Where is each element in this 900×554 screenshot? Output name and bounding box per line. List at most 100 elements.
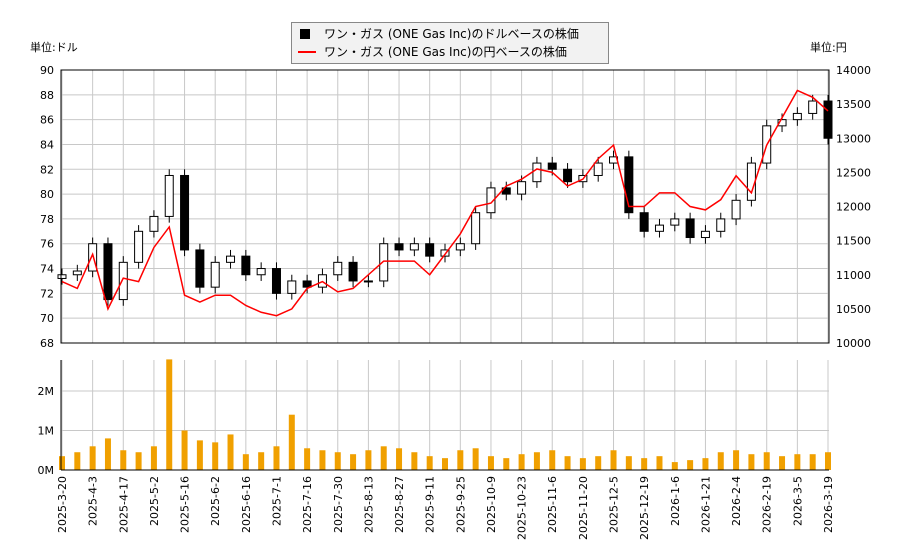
candle-body (363, 280, 373, 283)
candle-body (486, 187, 496, 214)
volume-bar (334, 452, 341, 470)
volume-bar (135, 452, 142, 470)
volume-bar (120, 450, 127, 470)
volume-bar (610, 450, 617, 470)
volume-bar (426, 456, 433, 470)
legend-item-jpy: ワン・ガス (ONE Gas Inc)の円ベースの株価 (298, 43, 567, 61)
volume-bar (518, 454, 525, 470)
candle-body (685, 218, 695, 239)
candle-body (348, 261, 358, 282)
left-y-tick-label: 78 (40, 213, 54, 226)
volume-bar (671, 462, 678, 470)
candle-body (593, 162, 603, 176)
candle-body (180, 174, 190, 251)
right-y-tick-label: 10000 (836, 337, 871, 350)
x-tick-label: 2025-3-20 (56, 476, 69, 533)
candle-body (808, 100, 818, 114)
volume-bar (365, 450, 372, 470)
volume-tick-label: 1M (38, 425, 55, 438)
volume-bar (503, 458, 510, 470)
candle-body (379, 243, 389, 282)
x-tick-label: 2025-6-16 (240, 476, 253, 533)
candle-body (302, 280, 312, 288)
candle-body (455, 243, 465, 251)
candle-body (149, 215, 159, 232)
x-tick-label: 2025-9-11 (424, 476, 437, 533)
volume-tick-label: 0M (38, 464, 55, 477)
volume-bar (733, 450, 740, 470)
volume-bar (687, 460, 694, 470)
right-unit-label: 単位:円 (810, 41, 847, 54)
volume-bar (579, 458, 586, 470)
candle-body (777, 119, 787, 127)
candle-body (195, 249, 205, 288)
left-y-tick-label: 74 (40, 263, 54, 276)
volume-bar (380, 446, 387, 470)
volume-bar (350, 454, 357, 470)
candle-body (823, 100, 833, 139)
x-tick-label: 2025-7-30 (332, 476, 345, 533)
volume-bar (396, 448, 403, 470)
candle-body (425, 243, 435, 257)
left-y-tick-label: 72 (40, 287, 54, 300)
volume-bar (89, 446, 96, 470)
right-y-tick-label: 12000 (836, 201, 871, 214)
candle-body (256, 268, 266, 276)
x-tick-label: 2026-2-19 (761, 476, 774, 533)
candle-body (532, 162, 542, 183)
candle-body (333, 261, 343, 276)
candle-body (731, 199, 741, 220)
volume-bar (181, 430, 188, 470)
volume-bar (442, 458, 448, 470)
candle-body (287, 280, 297, 294)
candle-body (471, 212, 481, 245)
candle-body (241, 255, 251, 276)
candle-body (226, 255, 236, 263)
right-y-tick-label: 11500 (836, 235, 871, 248)
left-y-tick-label: 86 (40, 114, 54, 127)
left-y-tick-label: 80 (40, 188, 54, 201)
x-tick-label: 2025-6-2 (209, 476, 222, 526)
left-y-tick-label: 90 (40, 64, 54, 77)
candle-body (271, 268, 281, 294)
candle-body (517, 181, 527, 195)
candle-body (639, 212, 649, 232)
left-y-tick-label: 84 (40, 138, 54, 151)
volume-bar (304, 448, 311, 470)
volume-bar (104, 438, 111, 470)
volume-bar (227, 434, 234, 470)
x-tick-label: 2025-4-3 (87, 476, 100, 526)
left-y-tick-label: 82 (40, 163, 54, 176)
volume-bar (641, 458, 648, 470)
candle-body (563, 168, 573, 183)
volume-bar (794, 454, 801, 470)
candle-body (118, 261, 128, 301)
x-tick-label: 2025-5-16 (179, 476, 192, 533)
x-tick-label: 2025-7-1 (270, 476, 283, 526)
candle-body (88, 243, 98, 272)
candle-body (164, 174, 174, 217)
candle-body (654, 224, 664, 232)
legend-jpy-label: ワン・ガス (ONE Gas Inc)の円ベースの株価 (324, 45, 567, 59)
x-tick-label: 2026-1-6 (669, 476, 682, 526)
x-tick-label: 2025-5-2 (148, 476, 161, 526)
candle-body (409, 243, 419, 251)
price-frame (60, 69, 830, 344)
price-plot-area (61, 70, 829, 343)
jpy-price-line (61, 89, 829, 317)
x-tick-label: 2025-8-27 (393, 476, 406, 533)
right-y-tick-label: 13500 (836, 98, 871, 111)
volume-tick-label: 2M (38, 385, 55, 398)
volume-bar (809, 454, 816, 470)
x-tick-label: 2025-9-25 (454, 476, 467, 533)
volume-bar (702, 458, 709, 470)
x-tick-label: 2025-10-23 (516, 476, 529, 540)
volume-bar (258, 452, 265, 470)
red-line-icon (298, 51, 316, 53)
x-tick-label: 2026-3-19 (822, 476, 835, 533)
x-tick-label: 2025-11-6 (546, 476, 559, 533)
x-tick-label: 2025-11-20 (577, 476, 590, 540)
volume-bar (763, 452, 770, 470)
volume-bar (595, 456, 602, 470)
volume-bar (319, 450, 326, 470)
